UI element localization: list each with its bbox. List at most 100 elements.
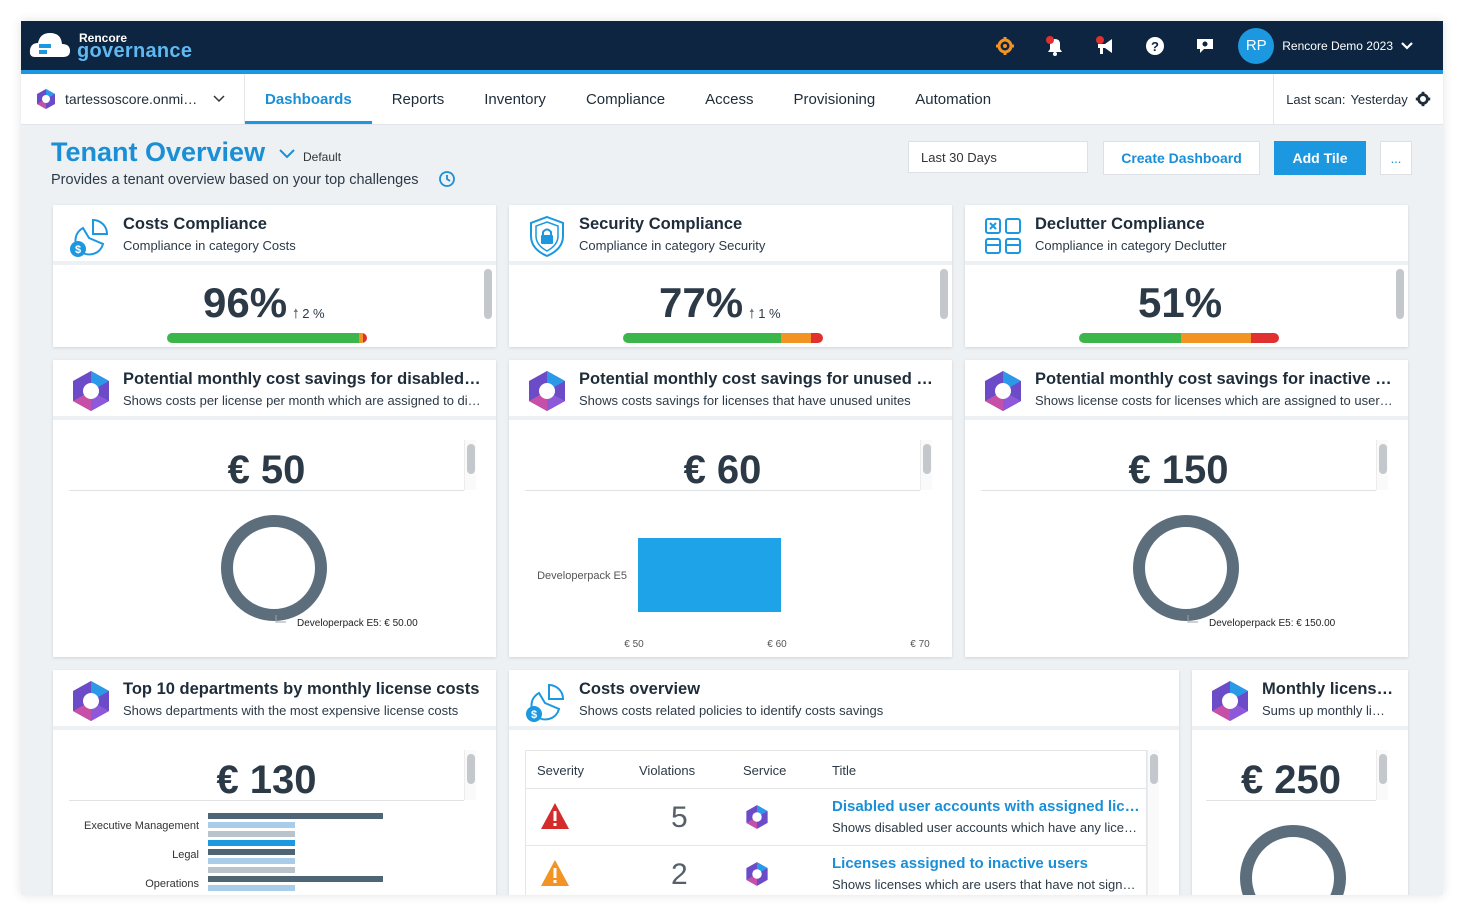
tab-provisioning[interactable]: Provisioning: [793, 90, 876, 108]
compliance-bar: [167, 333, 367, 343]
tile-subtitle: Compliance in category Costs: [123, 238, 296, 253]
inactive-savings-tile[interactable]: Potential monthly cost savings for inact…: [965, 360, 1408, 657]
chart-tick-label: € 60: [767, 639, 787, 650]
policy-link[interactable]: Disabled user accounts with assigned lic…: [832, 798, 1140, 815]
user-menu-chevron-icon[interactable]: [1401, 37, 1413, 55]
policy-link[interactable]: Licenses assigned to inactive users: [832, 855, 1088, 872]
cloud-logo-icon: [29, 33, 70, 57]
tile-title: Potential monthly cost savings for disab…: [123, 370, 484, 388]
settings-icon[interactable]: [992, 33, 1018, 59]
security-compliance-tile[interactable]: Security Compliance Compliance in catego…: [509, 205, 952, 347]
divider: [981, 490, 1376, 491]
policy-description: Shows disabled user accounts which have …: [832, 820, 1137, 835]
tile-scrollbar[interactable]: [923, 444, 931, 474]
table-row[interactable]: 2 Licenses assigned to inactive users Sh…: [526, 846, 1146, 895]
delta-value: 2 %: [302, 306, 325, 321]
tile-scrollbar[interactable]: [467, 444, 475, 474]
arrow-up-icon: 🠕: [293, 306, 299, 321]
tile-scrollbar[interactable]: [1379, 754, 1387, 784]
tile-header: Monthly licens… Sums up monthly li…: [1192, 670, 1408, 730]
add-tile-button[interactable]: Add Tile: [1274, 141, 1366, 175]
savings-value: € 60: [683, 448, 762, 492]
logo-text-bottom: governance: [77, 40, 193, 62]
tile-subtitle: Shows costs savings for licenses that ha…: [579, 393, 911, 408]
dept-bar: [208, 831, 295, 837]
create-dashboard-button[interactable]: Create Dashboard: [1103, 141, 1260, 175]
rencore-logo[interactable]: Rencore governance: [29, 27, 209, 65]
tile-scrollbar[interactable]: [1396, 269, 1404, 319]
tile-scrollbar[interactable]: [1379, 444, 1387, 474]
table-row[interactable]: 5 Disabled user accounts with assigned l…: [526, 789, 1146, 846]
svg-text:$: $: [531, 709, 537, 721]
bar-ok: [167, 333, 359, 343]
unused-savings-tile[interactable]: Potential monthly cost savings for unuse…: [509, 360, 952, 657]
dept-bar: [208, 849, 295, 855]
nav-bar: tartessoscore.onmi… Dashboards Reports I…: [21, 74, 1443, 125]
bar-fail: [363, 333, 367, 343]
tab-access[interactable]: Access: [705, 90, 754, 108]
more-options-button[interactable]: ...: [1380, 141, 1412, 175]
scan-settings-icon[interactable]: [1415, 91, 1431, 107]
tile-subtitle: Compliance in category Declutter: [1035, 238, 1227, 253]
tab-reports[interactable]: Reports: [391, 90, 445, 108]
divider: [69, 490, 464, 491]
compliance-delta: 🠕 2 %: [293, 305, 325, 327]
tile-header: Security Compliance Compliance in catego…: [509, 205, 952, 265]
tile-title: Declutter Compliance: [1035, 215, 1205, 233]
declutter-boxes-icon: [985, 218, 1021, 254]
tab-automation[interactable]: Automation: [915, 90, 992, 108]
costs-chart-icon: $: [526, 683, 565, 722]
tile-scrollbar[interactable]: [484, 269, 492, 319]
table-scrollbar[interactable]: [1150, 754, 1158, 784]
tile-header: $ Costs Compliance Compliance in categor…: [53, 205, 496, 265]
m365-icon: [73, 371, 109, 411]
divider: [1206, 800, 1376, 801]
tile-title: Security Compliance: [579, 215, 743, 233]
dept-label: Executive Management: [84, 820, 199, 832]
table-header: Severity Violations Service Title: [526, 751, 1146, 789]
column-header[interactable]: Title: [832, 763, 857, 778]
top-departments-tile[interactable]: Top 10 departments by monthly license co…: [53, 670, 496, 895]
policy-description: Shows licenses which are users that have…: [832, 877, 1136, 892]
tile-title: Monthly licens…: [1262, 680, 1394, 698]
page-subtitle: Provides a tenant overview based on your…: [51, 172, 419, 188]
tenant-selector[interactable]: tartessoscore.onmi…: [21, 74, 245, 124]
bar-warn: [359, 333, 363, 343]
feedback-icon[interactable]: [1192, 33, 1218, 59]
column-header[interactable]: Violations: [639, 763, 696, 778]
tile-subtitle: Sums up monthly li…: [1262, 703, 1385, 718]
disabled-savings-tile[interactable]: Potential monthly cost savings for disab…: [53, 360, 496, 657]
main-tabs: Dashboards Reports Inventory Compliance …: [245, 74, 1011, 124]
last-scan-value: Yesterday: [1350, 91, 1408, 107]
announcements-icon[interactable]: [1092, 33, 1118, 59]
date-range-select[interactable]: Last 30 Days: [908, 141, 1088, 173]
help-icon[interactable]: ?: [1142, 33, 1168, 59]
costs-compliance-tile[interactable]: $ Costs Compliance Compliance in categor…: [53, 205, 496, 347]
divider: [525, 490, 920, 491]
history-icon[interactable]: [438, 170, 456, 188]
user-avatar[interactable]: RP: [1238, 27, 1275, 64]
user-name[interactable]: Rencore Demo 2023: [1282, 38, 1393, 53]
dept-bar: [208, 813, 383, 819]
page-title[interactable]: Tenant Overview: [51, 137, 266, 167]
tab-inventory[interactable]: Inventory: [484, 90, 546, 108]
column-header[interactable]: Service: [743, 763, 787, 778]
tab-dashboards[interactable]: Dashboards: [245, 74, 372, 124]
tab-compliance[interactable]: Compliance: [585, 90, 666, 108]
donut-legend: Developerpack E5: € 150.00: [1209, 618, 1336, 629]
chart-bar[interactable]: [638, 538, 781, 612]
monthly-license-tile[interactable]: Monthly licens… Sums up monthly li… € 25…: [1192, 670, 1408, 895]
bar-warn: [781, 333, 811, 343]
declutter-compliance-tile[interactable]: Declutter Compliance Compliance in categ…: [965, 205, 1408, 347]
last-scan-label: Last scan:: [1286, 91, 1346, 107]
notifications-icon[interactable]: [1042, 33, 1068, 59]
compliance-value: 77%: [659, 279, 744, 326]
default-badge: Default: [303, 150, 342, 164]
column-header[interactable]: Severity: [537, 763, 584, 778]
violations-count: 2: [671, 858, 688, 891]
title-chevron-down-icon[interactable]: [279, 149, 295, 159]
costs-overview-tile[interactable]: $ Costs overview Shows costs related pol…: [509, 670, 1179, 895]
tile-scrollbar[interactable]: [467, 754, 475, 784]
tile-scrollbar[interactable]: [940, 269, 948, 319]
dept-bar: [208, 876, 383, 882]
